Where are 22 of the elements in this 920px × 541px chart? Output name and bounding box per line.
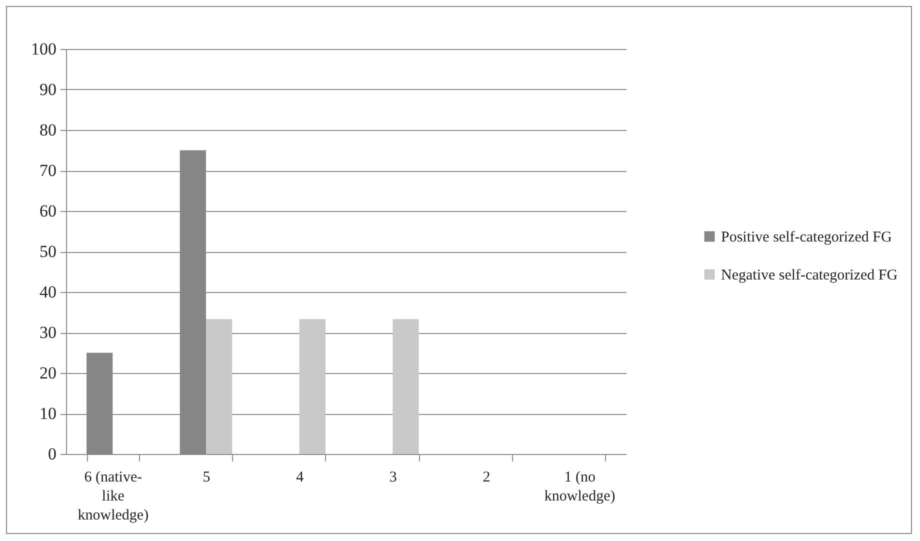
legend-label: Negative self-categorized FG [721,268,898,284]
y-tick-label: 90 [40,80,56,99]
legend-label: Positive self-categorized FG [721,230,892,246]
x-tick-label: 1 (no knowledge) [544,470,616,504]
y-tick-label: 100 [31,40,56,58]
y-tick-label: 10 [40,404,56,423]
x-tick-label: 3 [389,470,397,486]
x-tick-label: 2 [482,470,490,486]
y-tick-label: 20 [40,364,56,382]
x-tick-label: 4 [296,470,304,486]
y-tick-label: 70 [40,161,56,180]
y-tick-label: 40 [40,282,56,302]
y-tick-label: 30 [40,323,56,342]
bar [392,319,419,454]
y-tick-label: 80 [40,120,56,140]
bar [206,319,232,454]
x-tick-label: 5 [202,470,210,486]
x-tick-label: 6 (native-like knowledge) [78,470,149,524]
y-tick-label: 50 [40,242,56,261]
bar [299,319,326,454]
y-tick-label: 0 [48,444,56,464]
y-tick-label: 60 [40,202,56,220]
